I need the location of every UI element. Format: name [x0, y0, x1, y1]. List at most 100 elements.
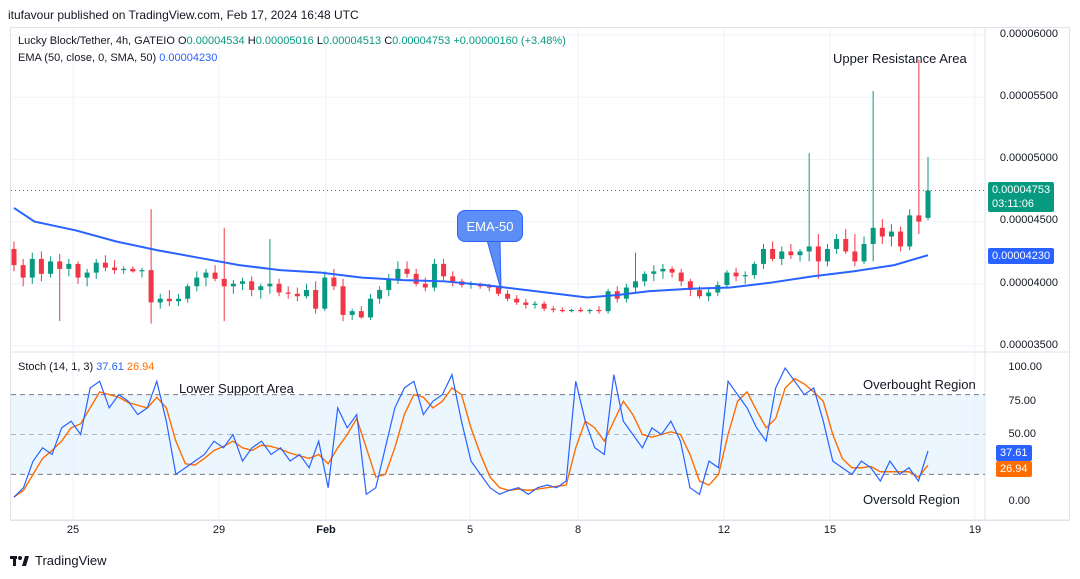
candle-body	[642, 273, 648, 282]
candle	[29, 252, 35, 284]
candle	[815, 234, 821, 279]
candle-body	[358, 311, 364, 318]
price-axis-label: 0.00005000	[999, 152, 1058, 164]
symbol-name: Lucky Block/Tether, 4h, GATEIO	[18, 35, 175, 47]
candle-body	[925, 190, 931, 218]
candle-body	[596, 309, 602, 312]
candle-body	[505, 293, 511, 299]
candle	[48, 256, 54, 278]
candle	[824, 243, 830, 267]
candle	[587, 308, 593, 314]
candle	[230, 280, 236, 294]
candle	[431, 258, 437, 292]
candle	[596, 306, 602, 314]
candle-body	[605, 291, 611, 312]
candle-body	[760, 248, 766, 264]
candle	[139, 267, 145, 278]
candle-body	[240, 281, 245, 284]
candle	[450, 271, 456, 287]
candle-body	[331, 277, 337, 287]
candle	[505, 290, 511, 302]
candle	[267, 239, 273, 294]
candle	[916, 59, 922, 235]
candle	[852, 234, 858, 267]
candle-body	[578, 309, 584, 312]
candle	[806, 153, 812, 262]
candle-body	[733, 272, 739, 277]
candle	[303, 283, 309, 299]
stoch-axis-label: 50.00	[1008, 428, 1036, 440]
price-axis-label: 0.00005500	[999, 90, 1058, 102]
candle	[605, 288, 611, 314]
candle-body	[660, 268, 666, 272]
ema-price-tag[interactable]: 0.00004230	[988, 248, 1055, 264]
candle-body	[751, 263, 757, 276]
candle-body	[422, 283, 428, 288]
candle	[331, 268, 337, 291]
candle-body	[450, 276, 456, 282]
price-axis-label: 0.00006000	[999, 28, 1058, 40]
candle	[130, 266, 136, 273]
candle-body	[514, 298, 520, 303]
candle-body	[20, 265, 26, 278]
lower-support-annotation: Lower Support Area	[179, 381, 294, 396]
candle-body	[176, 298, 182, 302]
candle-body	[495, 287, 501, 294]
candle-body	[779, 251, 785, 259]
time-axis-label: 19	[968, 524, 982, 536]
tradingview-brand[interactable]: TradingView	[10, 553, 107, 568]
candle-body	[258, 286, 264, 291]
candle-body	[395, 268, 401, 279]
last-price-tag[interactable]: 0.00004753 03:11:06	[988, 182, 1055, 212]
candle	[340, 278, 346, 322]
candle	[532, 301, 538, 309]
ema-50-polyline	[13, 207, 929, 299]
stoch-legend[interactable]: Stoch (14, 1, 3) 37.61 26.94	[18, 361, 154, 373]
stoch-k-value: 37.61	[96, 361, 124, 373]
change-value: +0.00000160 (+3.48%)	[453, 35, 566, 47]
candle-body	[806, 246, 812, 252]
close-value: 0.00004753	[392, 35, 451, 47]
time-axis-label: 29	[212, 524, 226, 536]
candle	[633, 252, 639, 294]
ema-50-line	[13, 207, 929, 299]
candle	[559, 307, 565, 313]
candle-body	[907, 215, 913, 247]
candle-body	[230, 283, 236, 287]
candle	[441, 258, 447, 282]
candle-body	[285, 292, 291, 294]
price-axis-label: 0.00004000	[999, 277, 1058, 289]
candle-body	[367, 298, 373, 318]
candle-body	[523, 302, 529, 305]
candle	[102, 255, 108, 272]
candle	[514, 294, 520, 305]
candle	[550, 306, 556, 313]
ema-legend[interactable]: EMA (50, close, 0, SMA, 50) 0.00004230	[18, 52, 217, 64]
price-axis-label: 0.00003500	[999, 339, 1058, 351]
candle	[751, 261, 757, 279]
candle	[121, 266, 127, 274]
low-label: L	[316, 35, 323, 47]
low-value: 0.00004513	[323, 35, 382, 47]
stoch-axis-label: 100.00	[1008, 361, 1042, 373]
stoch-k-tag[interactable]: 37.61	[996, 445, 1032, 461]
candle-body	[203, 272, 209, 278]
candle	[733, 267, 739, 282]
candle	[870, 90, 876, 262]
candle	[112, 260, 118, 274]
candle-body	[888, 231, 894, 237]
candle-body	[102, 262, 108, 268]
candle-body	[815, 246, 821, 262]
candle-body	[898, 231, 904, 247]
candle-body	[349, 311, 355, 315]
candle-body	[221, 278, 227, 287]
candle	[377, 286, 383, 304]
symbol-legend[interactable]: Lucky Block/Tether, 4h, GATEIO O0.000045…	[18, 35, 566, 47]
candle-body	[112, 267, 118, 271]
candle	[84, 268, 90, 287]
candle-body	[294, 293, 300, 297]
candle	[724, 270, 730, 289]
stoch-d-tag[interactable]: 26.94	[996, 461, 1032, 477]
candle-body	[550, 308, 556, 310]
